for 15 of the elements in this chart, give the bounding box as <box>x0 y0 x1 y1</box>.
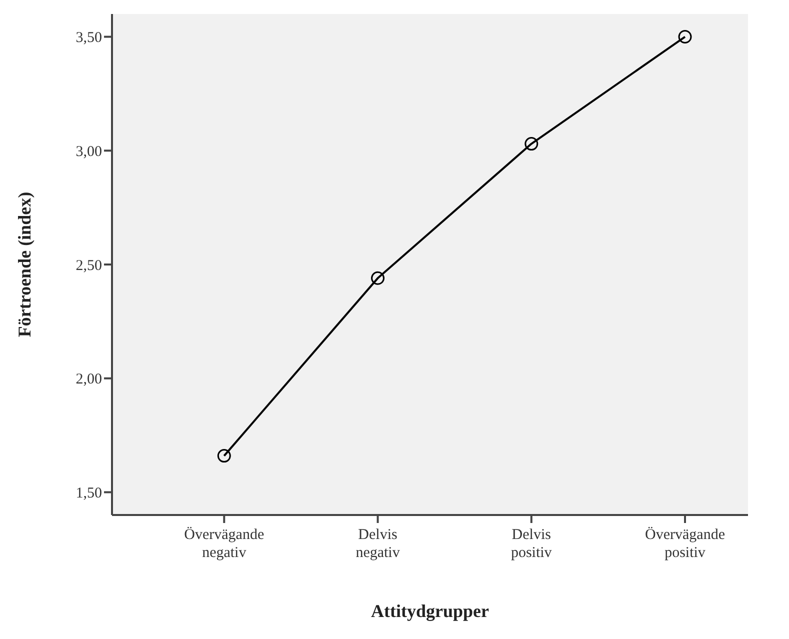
y-tick-label: 1,50 <box>76 486 102 502</box>
x-tick-label: Delvis positiv <box>510 527 552 561</box>
point <box>678 30 692 44</box>
point <box>371 271 385 285</box>
x-tick-label: Delvis negativ <box>356 527 400 561</box>
x-axis-title: Attitydgrupper <box>371 601 490 621</box>
y-tick-label: 2,50 <box>76 258 102 274</box>
point <box>524 137 538 151</box>
y-tick-label: 3,00 <box>76 144 102 160</box>
y-tick-label: 3,50 <box>76 30 102 46</box>
y-axis-title: Förtroende (index) <box>14 192 34 338</box>
point <box>217 449 231 463</box>
x-tick-label: Övervägande positiv <box>645 526 726 561</box>
y-tick-label: 2,00 <box>76 372 102 388</box>
x-tick-label: Övervägande negativ <box>184 526 264 561</box>
